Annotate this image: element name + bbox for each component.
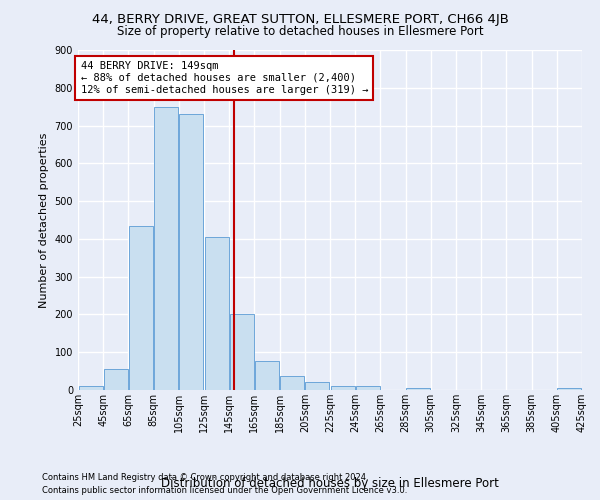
Bar xyxy=(179,114,203,390)
Bar xyxy=(255,360,279,390)
Text: Size of property relative to detached houses in Ellesmere Port: Size of property relative to detached ho… xyxy=(116,25,484,38)
X-axis label: Distribution of detached houses by size in Ellesmere Port: Distribution of detached houses by size … xyxy=(161,476,499,490)
Text: 44 BERRY DRIVE: 149sqm
← 88% of detached houses are smaller (2,400)
12% of semi-: 44 BERRY DRIVE: 149sqm ← 88% of detached… xyxy=(80,62,368,94)
Y-axis label: Number of detached properties: Number of detached properties xyxy=(39,132,49,308)
Bar xyxy=(205,237,229,390)
Bar xyxy=(305,382,329,390)
Bar xyxy=(406,388,430,390)
Bar xyxy=(280,376,304,390)
Bar xyxy=(154,106,178,390)
Bar xyxy=(356,386,380,390)
Text: Contains HM Land Registry data © Crown copyright and database right 2024.: Contains HM Land Registry data © Crown c… xyxy=(42,474,368,482)
Bar xyxy=(557,388,581,390)
Text: Contains public sector information licensed under the Open Government Licence v3: Contains public sector information licen… xyxy=(42,486,407,495)
Bar xyxy=(230,314,254,390)
Bar xyxy=(79,386,103,390)
Bar xyxy=(104,369,128,390)
Text: 44, BERRY DRIVE, GREAT SUTTON, ELLESMERE PORT, CH66 4JB: 44, BERRY DRIVE, GREAT SUTTON, ELLESMERE… xyxy=(92,12,508,26)
Bar xyxy=(331,386,355,390)
Bar xyxy=(129,226,153,390)
